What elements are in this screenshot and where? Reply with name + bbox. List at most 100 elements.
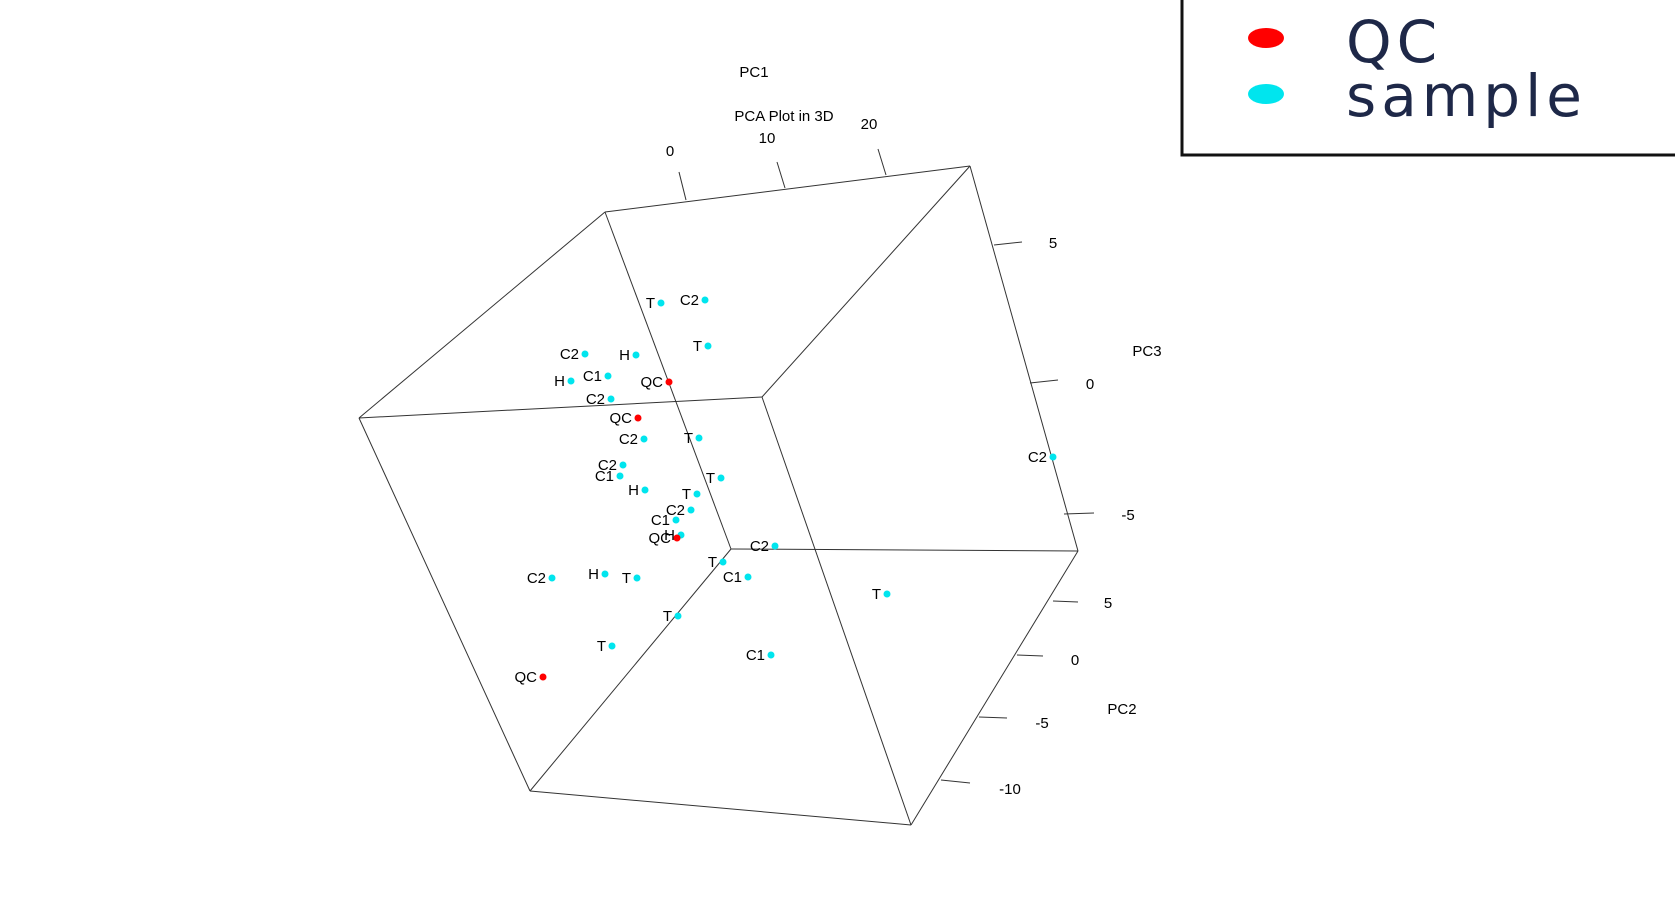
sample-point <box>767 651 775 659</box>
point-label: T <box>708 554 717 571</box>
point-label: QC <box>515 669 538 686</box>
sample-point <box>632 351 640 359</box>
pc3-tick-label: -5 <box>1121 507 1134 524</box>
point-label: C2 <box>619 431 638 448</box>
point-label: C1 <box>746 647 765 664</box>
point-label: H <box>664 527 675 544</box>
point-label: C2 <box>1028 449 1047 466</box>
pc1-tick-mark <box>776 161 786 189</box>
sample-point <box>641 486 649 494</box>
point-label: QC <box>641 374 664 391</box>
point-label: H <box>588 566 599 583</box>
point-label: C2 <box>527 570 546 587</box>
pc1-tick-mark <box>678 171 687 201</box>
legend-sample-label: sample <box>1346 62 1587 130</box>
pc3-tick-mark <box>1063 512 1095 515</box>
pc2-axis-label: PC2 <box>1107 701 1136 718</box>
pc1-axis-label: PC1 <box>739 64 768 81</box>
pc2-tick-label: -10 <box>999 781 1021 798</box>
sample-point <box>657 299 665 307</box>
sample-point <box>608 642 616 650</box>
legend-sample-swatch <box>1248 84 1284 104</box>
pc3-tick-label: 0 <box>1086 376 1094 393</box>
sample-point <box>701 296 709 304</box>
sample-point <box>693 490 701 498</box>
pc2-tick-label: -5 <box>1035 715 1048 732</box>
pc2-ticks <box>940 600 1079 784</box>
qc-point <box>634 414 642 422</box>
sample-point <box>633 574 641 582</box>
sample-point <box>719 558 727 566</box>
point-label: C1 <box>723 569 742 586</box>
sample-point <box>672 516 680 524</box>
sample-point <box>619 461 627 469</box>
point-label: T <box>682 486 691 503</box>
box-edge <box>529 548 732 792</box>
box-edge <box>910 550 1079 826</box>
sample-point <box>604 372 612 380</box>
pc2-tick-label: 0 <box>1071 652 1079 669</box>
pc2-tick-mark <box>978 716 1008 719</box>
sample-point <box>616 472 624 480</box>
point-label: C1 <box>595 468 614 485</box>
box-edge <box>529 790 912 826</box>
pc3-tick-mark <box>993 241 1023 246</box>
pc1-tick-label: 0 <box>666 143 674 160</box>
point-label: T <box>872 586 881 603</box>
point-label: T <box>646 295 655 312</box>
box-edge <box>358 396 763 419</box>
pc2-tick-label: 5 <box>1104 595 1112 612</box>
box-edge <box>604 165 971 213</box>
point-label: C2 <box>598 457 617 474</box>
point-label: T <box>597 638 606 655</box>
pc3-ticks <box>993 241 1095 515</box>
box-edge <box>969 165 1079 552</box>
pc1-tick-label: 10 <box>759 130 776 147</box>
legend-qc-swatch <box>1248 28 1284 48</box>
bounding-box <box>358 165 1079 826</box>
point-label: C2 <box>680 292 699 309</box>
point-label: T <box>622 570 631 587</box>
box-edge <box>761 396 912 826</box>
point-label: H <box>619 347 630 364</box>
sample-point <box>695 434 703 442</box>
sample-point <box>674 612 682 620</box>
point-label: T <box>706 470 715 487</box>
pc3-tick-mark <box>1029 379 1059 384</box>
point-label: C2 <box>560 346 579 363</box>
sample-point <box>687 506 695 514</box>
sample-point <box>704 342 712 350</box>
qc-point <box>665 378 673 386</box>
sample-point <box>640 435 648 443</box>
point-label: H <box>554 373 565 390</box>
point-label: T <box>684 430 693 447</box>
legend: QC sample <box>1180 0 1675 157</box>
sample-point <box>607 395 615 403</box>
point-label: QC <box>649 530 672 547</box>
sample-point <box>581 350 589 358</box>
point-label: C1 <box>651 512 670 529</box>
pc1-tick-mark <box>877 148 887 176</box>
point-label: T <box>663 608 672 625</box>
sample-point <box>744 573 752 581</box>
point-label: C2 <box>666 502 685 519</box>
box-edge <box>730 548 1079 552</box>
chart-title: PCA Plot in 3D <box>734 108 833 125</box>
pc2-tick-mark <box>940 779 971 784</box>
point-label: T <box>693 338 702 355</box>
pc3-axis-label: PC3 <box>1132 343 1161 360</box>
sample-point <box>567 377 575 385</box>
sample-point <box>771 542 779 550</box>
point-label: QC <box>610 410 633 427</box>
sample-point <box>1049 453 1057 461</box>
point-label: C1 <box>583 368 602 385</box>
pc2-tick-mark <box>1052 600 1079 603</box>
box-edge <box>761 165 971 398</box>
pc1-ticks <box>678 148 887 201</box>
point-label: H <box>628 482 639 499</box>
qc-point <box>673 534 681 542</box>
point-label: C2 <box>750 538 769 555</box>
sample-point <box>717 474 725 482</box>
